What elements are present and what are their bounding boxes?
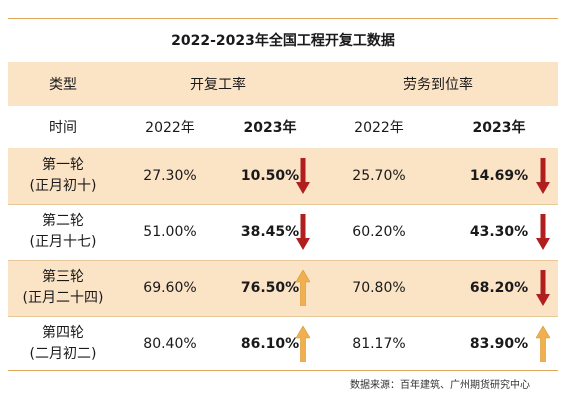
- labor-rate-header: 劳务到位率: [403, 77, 473, 93]
- work-2022-value: 69.60%: [143, 280, 197, 296]
- work-2023-cell: 10.50%: [222, 148, 318, 204]
- work-2023-cell: 38.45%: [222, 204, 318, 260]
- labor-2023-cell: 14.69%: [440, 148, 558, 204]
- labor-2023-value: 14.69%: [469, 168, 529, 184]
- table-row: 第三轮 (正月二十四) 69.60% 76.50% 70.80% 68.20%: [8, 260, 558, 316]
- work-2023-value: 86.10%: [240, 336, 300, 352]
- table-row: 第四轮 (二月初二) 80.40% 86.10% 81.17% 83.90%: [8, 316, 558, 372]
- work-2023-header: 2023年: [243, 120, 297, 136]
- header-row: 类型 开复工率 劳务到位率: [8, 62, 558, 106]
- labor-2023-cell: 68.20%: [440, 260, 558, 316]
- down-arrow-icon: [296, 158, 310, 194]
- labor-2023-cell: 83.90%: [440, 316, 558, 372]
- work-2023-value: 10.50%: [240, 168, 300, 184]
- down-arrow-icon: [296, 214, 310, 250]
- row-divider: [8, 316, 558, 317]
- down-arrow-icon: [536, 214, 550, 250]
- work-2022-value: 80.40%: [143, 336, 197, 352]
- labor-2022-value: 70.80%: [352, 280, 406, 296]
- type-header: 类型: [49, 77, 77, 93]
- round-date: (二月初二): [29, 346, 97, 362]
- labor-2023-value: 43.30%: [469, 224, 529, 240]
- row-divider: [8, 204, 558, 205]
- row-divider: [8, 260, 558, 261]
- round-name: 第三轮: [42, 269, 84, 285]
- table-row: 第二轮 (正月十七) 51.00% 38.45% 60.20% 43.30%: [8, 204, 558, 260]
- labor-2023-header: 2023年: [472, 120, 526, 136]
- labor-2022-value: 81.17%: [352, 336, 406, 352]
- up-arrow-icon: [536, 326, 550, 362]
- down-arrow-icon: [536, 270, 550, 306]
- work-2022-header: 2022年: [145, 120, 195, 136]
- work-2023-cell: 86.10%: [222, 316, 318, 372]
- bottom-rule: [8, 370, 558, 371]
- round-cell: 第三轮 (正月二十四): [8, 260, 118, 316]
- subheader-row: 时间 2022年 2023年 2022年 2023年: [8, 106, 558, 148]
- work-2023-value: 76.50%: [240, 280, 300, 296]
- top-rule: [8, 18, 558, 19]
- round-cell: 第一轮 (正月初十): [8, 148, 118, 204]
- round-cell: 第二轮 (正月十七): [8, 204, 118, 260]
- work-2023-value: 38.45%: [240, 224, 300, 240]
- labor-2023-value: 83.90%: [469, 336, 529, 352]
- up-arrow-icon: [296, 270, 310, 306]
- round-cell: 第四轮 (二月初二): [8, 316, 118, 372]
- round-name: 第一轮: [42, 157, 84, 173]
- source-note: 数据来源：百年建筑、广州期货研究中心: [350, 380, 530, 391]
- labor-2022-header: 2022年: [354, 120, 404, 136]
- round-date: (正月二十四): [22, 290, 104, 306]
- round-date: (正月十七): [29, 234, 97, 250]
- up-arrow-icon: [296, 326, 310, 362]
- labor-2023-value: 68.20%: [469, 280, 529, 296]
- round-name: 第四轮: [42, 325, 84, 341]
- labor-2022-value: 60.20%: [352, 224, 406, 240]
- work-rate-header: 开复工率: [190, 77, 246, 93]
- table-row: 第一轮 (正月初十) 27.30% 10.50% 25.70% 14.69%: [8, 148, 558, 204]
- labor-2023-cell: 43.30%: [440, 204, 558, 260]
- down-arrow-icon: [536, 158, 550, 194]
- table-title: 2022-2023年全国工程开复工数据: [171, 33, 395, 49]
- work-2022-value: 27.30%: [143, 168, 197, 184]
- work-2022-value: 51.00%: [143, 224, 197, 240]
- time-header: 时间: [49, 120, 77, 136]
- round-date: (正月初十): [29, 178, 97, 194]
- labor-2022-value: 25.70%: [352, 168, 406, 184]
- work-2023-cell: 76.50%: [222, 260, 318, 316]
- round-name: 第二轮: [42, 213, 84, 229]
